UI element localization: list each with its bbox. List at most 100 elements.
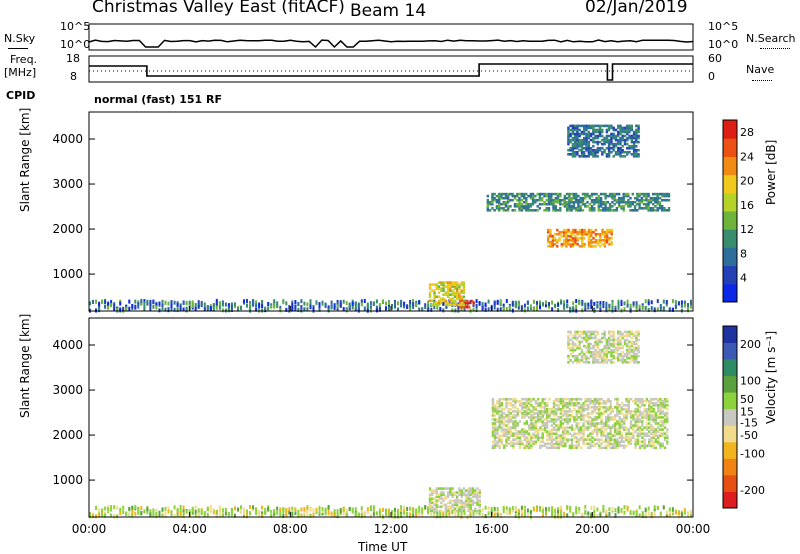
heatmap-cell [593,192,596,196]
heatmap-cell [514,397,517,401]
heatmap-cell [617,150,620,154]
heatmap-cell [451,293,454,296]
power-cell [107,305,110,310]
heatmap-cell [607,440,610,444]
heatmap-cell [666,440,669,444]
heatmap-cell [616,430,619,433]
heatmap-cell [610,142,613,146]
heatmap-cell [567,330,570,334]
heatmap-cell [601,232,604,236]
heatmap-cell [570,424,574,427]
heatmap-cell [530,399,533,403]
heatmap-cell [493,420,497,423]
heatmap-cell [493,198,496,202]
heatmap-cell [512,442,515,446]
heatmap-cell [607,153,611,156]
heatmap-cell [532,434,535,437]
heatmap-cell [598,352,602,356]
heatmap-cell [622,196,625,200]
heatmap-cell [491,406,495,409]
heatmap-cell [455,295,459,299]
heatmap-cell [603,361,606,364]
heatmap-cell [521,402,524,405]
power-cell [95,299,97,304]
heatmap-cell [659,410,662,413]
power-cbar-label: Power [dB] [764,139,778,205]
power-cell [270,510,273,514]
heatmap-cell [453,293,457,296]
heatmap-cell [619,338,622,342]
heatmap-cell [663,414,667,417]
heatmap-cell [503,397,506,401]
heatmap-cell [496,436,499,439]
heatmap-cell [568,196,571,200]
power-cell [472,307,475,312]
heatmap-cell [550,430,553,433]
heatmap-cell [460,503,463,507]
heatmap-cell [573,432,576,435]
heatmap-cell [437,285,441,288]
heatmap-cell [618,205,621,208]
heatmap-cell [589,138,593,142]
power-cell [170,512,173,517]
heatmap-cell [666,399,669,403]
heatmap-cell [603,330,606,334]
heatmap-cell [608,239,611,242]
heatmap-cell [636,406,639,409]
heatmap-cell [634,397,637,401]
heatmap-cell [556,232,559,236]
heatmap-cell [574,359,577,362]
heatmap-cell [571,350,575,354]
heatmap-cell [565,228,568,232]
heatmap-cell [465,505,468,509]
heatmap-cell [440,297,443,301]
heatmap-cell [587,134,590,138]
heatmap-cell [567,142,570,146]
heatmap-cell [645,418,649,421]
heatmap-cell [498,404,501,407]
heatmap-cell [554,196,557,200]
heatmap-cell [645,205,648,208]
heatmap-cell [630,342,633,346]
heatmap-cell [449,505,452,509]
power-cell [520,509,523,514]
heatmap-cell [601,134,604,138]
power-cell [348,304,351,309]
heatmap-cell [611,410,615,413]
heatmap-cell [620,205,623,208]
power-cell [179,307,182,312]
heatmap-cell [518,192,521,196]
power-cell [611,300,614,304]
heatmap-cell [638,432,642,435]
heatmap-cell [593,200,596,204]
heatmap-cell [551,236,554,240]
power-cell [200,303,203,308]
heatmap-cell [516,399,519,403]
heatmap-cell [512,444,515,448]
heatmap-cell [595,408,599,411]
heatmap-cell [650,408,653,411]
heatmap-cell [472,301,475,305]
heatmap-cell [583,142,586,146]
heatmap-cell [570,192,573,196]
heatmap-cell [641,414,644,417]
heatmap-cell [617,142,620,146]
heatmap-cell [567,344,570,348]
heatmap-cell [637,350,640,354]
power-cell [158,308,161,313]
nave-label: Nave [746,63,775,76]
heatmap-cell [580,354,584,358]
heatmap-cell [621,361,624,364]
heatmap-cell [604,410,608,413]
heatmap-cell [616,440,619,444]
power-cell [279,512,282,517]
heatmap-cell [598,416,601,419]
heatmap-cell [654,438,658,441]
power-cell [668,307,671,312]
heatmap-cell [618,444,621,448]
heatmap-cell [556,239,559,242]
heatmap-cell [609,406,612,409]
heatmap-cell [453,299,457,303]
power-cell [203,306,206,311]
power-cell [502,509,505,514]
